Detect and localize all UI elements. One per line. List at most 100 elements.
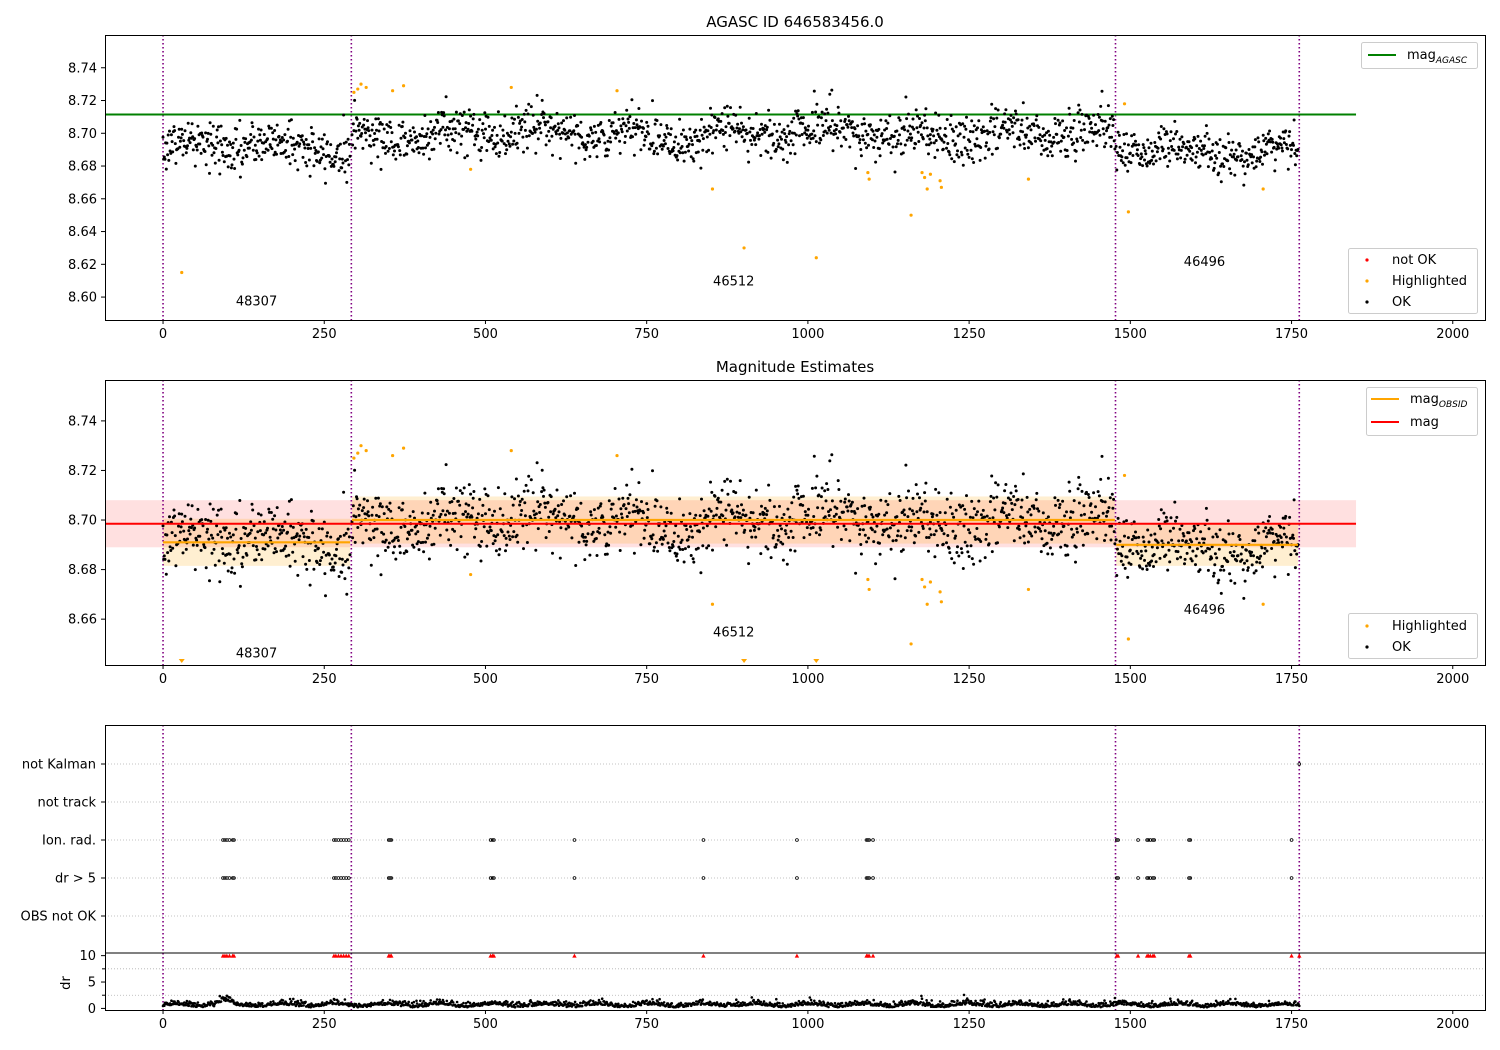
ok-point: [421, 540, 425, 544]
ok-point: [1085, 490, 1088, 494]
ok-point: [972, 507, 976, 511]
ok-point: [1259, 155, 1263, 159]
ok-point: [1207, 137, 1211, 141]
ok-point: [201, 524, 205, 528]
ok-point: [847, 499, 851, 503]
ok-point: [1261, 162, 1264, 166]
ok-point: [887, 535, 891, 539]
ok-point: [654, 146, 658, 150]
ok-point: [992, 117, 996, 121]
ok-point: [1181, 145, 1185, 149]
ok-point: [941, 542, 945, 546]
ok-point: [937, 113, 941, 117]
ok-point: [692, 130, 696, 134]
ok-point: [480, 146, 484, 149]
ok-point: [179, 525, 183, 529]
ok-point: [1132, 520, 1136, 524]
ok-point: [332, 164, 336, 168]
ok-point: [1070, 535, 1074, 539]
ok-point: [1210, 157, 1214, 161]
ok-point: [1153, 141, 1157, 144]
ok-point: [798, 134, 801, 138]
ok-point: [885, 527, 889, 531]
ok-point: [868, 505, 872, 509]
ok-point: [1083, 512, 1086, 516]
out-of-range-marker: [178, 659, 185, 663]
ok-point: [1125, 519, 1128, 523]
y-tick-label: 8.64: [68, 225, 97, 240]
ok-point: [1115, 151, 1119, 154]
ok-point: [307, 143, 311, 147]
ok-point: [211, 143, 215, 147]
ok-point: [312, 567, 316, 571]
ok-point: [351, 536, 355, 540]
ok-point: [257, 127, 260, 131]
ok-point: [568, 129, 572, 133]
ok-point: [1021, 101, 1025, 105]
ok-point: [570, 536, 574, 540]
ok-point: [501, 513, 505, 517]
ok-point: [228, 552, 232, 556]
legend-label-mag-obsid: magOBSID: [1410, 392, 1468, 410]
ok-point: [1206, 568, 1210, 572]
ok-point: [607, 119, 611, 122]
ok-point: [1029, 513, 1033, 517]
ok-point: [810, 132, 814, 136]
ok-point: [283, 133, 287, 137]
ok-point: [256, 139, 260, 143]
ok-point: [672, 146, 676, 149]
ok-point: [723, 106, 727, 110]
dr-point: [403, 1000, 407, 1003]
ok-point: [208, 579, 211, 583]
ok-point: [721, 514, 725, 518]
ok-point: [1165, 132, 1169, 136]
ok-point: [994, 481, 998, 485]
ok-point: [1288, 130, 1292, 134]
ok-point: [334, 554, 338, 558]
ok-point: [264, 531, 268, 535]
ok-point: [218, 580, 222, 584]
ok-point: [743, 138, 747, 142]
ok-point: [1048, 150, 1052, 154]
ok-point: [228, 531, 231, 535]
flag-event-marker: [488, 838, 493, 842]
ok-point: [656, 549, 660, 553]
ok-point: [689, 136, 692, 140]
ok-point: [1141, 535, 1145, 539]
dr-point: [938, 1003, 941, 1007]
panel2-legend-upper: magOBSID mag: [1366, 387, 1478, 436]
ok-point: [940, 529, 944, 532]
ok-point: [184, 151, 188, 155]
ok-point: [1057, 141, 1061, 144]
ok-point: [692, 560, 696, 564]
ok-point: [307, 536, 311, 539]
ok-point: [245, 553, 249, 557]
ok-point: [770, 132, 774, 136]
ok-point: [436, 111, 440, 114]
ok-point: [990, 550, 994, 554]
ok-point: [692, 159, 696, 163]
ok-point: [569, 494, 573, 498]
ok-point: [923, 499, 927, 503]
ok-point: [1007, 513, 1011, 517]
ok-point: [1120, 554, 1124, 558]
ok-point: [1130, 538, 1134, 541]
ok-point: [730, 508, 734, 512]
highlighted-point: [359, 444, 363, 448]
ok-point: [643, 528, 647, 532]
ok-point: [346, 137, 350, 141]
ok-point: [475, 130, 479, 134]
ok-point: [360, 132, 364, 135]
ok-point: [565, 495, 569, 499]
ok-point: [907, 112, 910, 116]
ok-point: [1270, 547, 1274, 550]
ok-point: [961, 163, 965, 167]
ok-point: [808, 141, 812, 145]
ok-point: [918, 117, 921, 120]
ok-point: [1159, 125, 1163, 128]
ok-point: [1056, 498, 1060, 502]
ok-point: [688, 127, 692, 131]
dr-point: [173, 1000, 176, 1003]
x-tick-label: 1500: [1114, 327, 1147, 342]
dr-point: [319, 1004, 323, 1008]
